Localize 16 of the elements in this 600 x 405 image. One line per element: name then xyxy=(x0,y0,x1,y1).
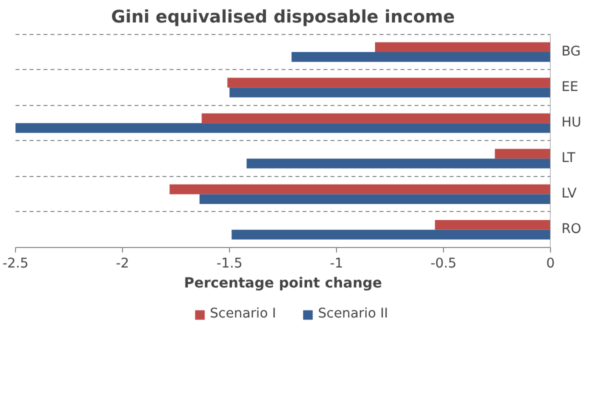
x-tick-label: -2.5 xyxy=(2,256,29,272)
x-axis-title: Percentage point change xyxy=(184,276,382,292)
legend-label: Scenario II xyxy=(318,306,388,322)
y-tick-label: EE xyxy=(562,80,578,96)
chart-title: Gini equivalised disposable income xyxy=(111,8,455,28)
x-tick-label: 0 xyxy=(546,256,555,272)
x-tick-label: -1 xyxy=(330,256,344,272)
y-tick-label: RO xyxy=(562,222,582,238)
x-tick-label: -1.5 xyxy=(216,256,243,272)
y-tick-label: HU xyxy=(562,116,582,131)
y-tick-label: LV xyxy=(562,186,577,202)
y-tick-label: LT xyxy=(562,151,576,166)
legend-label: Scenario I xyxy=(210,306,276,322)
x-tick-label: -2 xyxy=(116,256,130,272)
y-tick-label: BG xyxy=(562,44,581,60)
x-tick-label: -0.5 xyxy=(430,256,457,272)
